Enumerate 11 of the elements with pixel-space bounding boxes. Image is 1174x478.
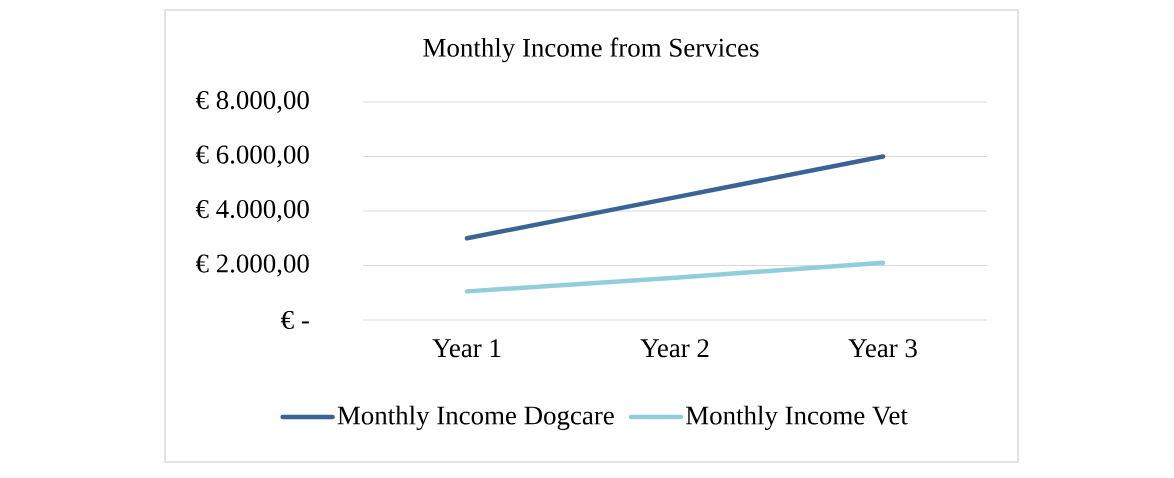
y-tick-label: € 2.000,00: [195, 254, 309, 277]
y-tick-label: € 6.000,00: [195, 145, 309, 168]
legend-label: Monthly Income Vet: [686, 405, 908, 431]
legend-label: Monthly Income Dogcare: [337, 405, 614, 431]
y-tick-label: € -: [281, 310, 309, 330]
chart-title: Monthly Income from Services: [423, 37, 759, 63]
x-tick-label: Year 3: [848, 339, 917, 358]
y-tick-label: € 4.000,00: [195, 199, 309, 223]
x-tick-label: Year 1: [432, 339, 501, 358]
x-tick-label: Year 2: [640, 339, 709, 358]
y-tick-label: € 8.000,00: [195, 90, 309, 114]
